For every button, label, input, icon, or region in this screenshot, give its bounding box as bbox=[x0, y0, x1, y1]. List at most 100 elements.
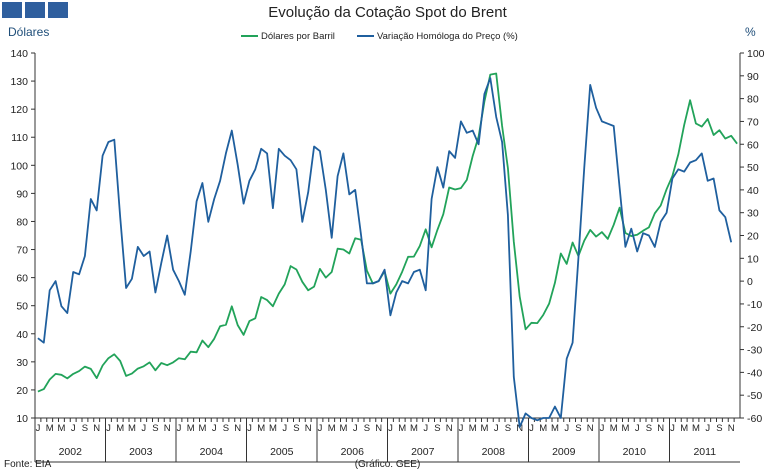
month-label: M bbox=[551, 423, 559, 434]
year-label: 2003 bbox=[129, 446, 153, 458]
month-label: S bbox=[293, 423, 299, 434]
month-label: J bbox=[36, 423, 41, 434]
month-label: J bbox=[353, 423, 358, 434]
year-label: 2009 bbox=[552, 446, 576, 458]
month-label: J bbox=[247, 423, 252, 434]
month-label: N bbox=[375, 423, 382, 434]
left-tick-label: 50 bbox=[16, 301, 28, 313]
month-label: J bbox=[423, 423, 428, 434]
month-label: M bbox=[539, 423, 547, 434]
right-axis-unit: % bbox=[745, 25, 756, 39]
month-label: M bbox=[116, 423, 124, 434]
month-label: J bbox=[388, 423, 393, 434]
month-label: N bbox=[93, 423, 100, 434]
month-label: J bbox=[282, 423, 287, 434]
month-label: S bbox=[716, 423, 722, 434]
chart-legend: Dólares por Barril Variação Homóloga do … bbox=[241, 31, 518, 42]
month-label: M bbox=[398, 423, 406, 434]
year-label: 2011 bbox=[693, 446, 716, 458]
legend-label-price: Dólares por Barril bbox=[261, 31, 335, 42]
logo-block-2 bbox=[25, 2, 45, 18]
left-tick-label: 30 bbox=[16, 357, 28, 369]
source-note: Fonte: EIA bbox=[4, 459, 52, 470]
right-tick-label: -50 bbox=[747, 390, 762, 402]
right-tick-label: 100 bbox=[747, 48, 765, 60]
right-tick-label: 80 bbox=[747, 94, 759, 106]
month-label: M bbox=[339, 423, 347, 434]
right-tick-label: 90 bbox=[747, 71, 759, 83]
right-tick-label: 60 bbox=[747, 139, 759, 151]
month-label: N bbox=[516, 423, 523, 434]
month-label: J bbox=[600, 423, 605, 434]
month-label: M bbox=[410, 423, 418, 434]
right-tick-label: 70 bbox=[747, 116, 759, 128]
right-tick-label: -40 bbox=[747, 367, 762, 379]
chart-lines bbox=[37, 72, 738, 429]
month-label: M bbox=[480, 423, 488, 434]
month-label: N bbox=[305, 423, 312, 434]
month-label: M bbox=[610, 423, 618, 434]
month-label: N bbox=[728, 423, 735, 434]
chart-title: Evolução da Cotação Spot do Brent bbox=[268, 4, 507, 21]
month-label: M bbox=[269, 423, 277, 434]
left-axis-unit: Dólares bbox=[8, 25, 50, 39]
month-label: S bbox=[505, 423, 511, 434]
year-label: 2006 bbox=[341, 446, 365, 458]
logo-block-3 bbox=[48, 2, 68, 18]
left-tick-label: 10 bbox=[16, 413, 28, 425]
month-label: M bbox=[57, 423, 65, 434]
right-tick-label: 0 bbox=[747, 276, 753, 288]
month-label: J bbox=[71, 423, 76, 434]
left-tick-label: 90 bbox=[16, 188, 28, 200]
month-label: J bbox=[494, 423, 499, 434]
month-label: J bbox=[318, 423, 323, 434]
right-tick-label: 40 bbox=[747, 185, 759, 197]
year-label: 2007 bbox=[411, 446, 435, 458]
month-label: S bbox=[82, 423, 88, 434]
right-tick-label: -30 bbox=[747, 345, 762, 357]
month-label: S bbox=[646, 423, 652, 434]
month-label: M bbox=[692, 423, 700, 434]
left-tick-label: 60 bbox=[16, 273, 28, 285]
left-tick-label: 110 bbox=[11, 132, 28, 144]
right-tick-label: 20 bbox=[747, 231, 759, 243]
month-label: J bbox=[141, 423, 146, 434]
month-label: J bbox=[564, 423, 569, 434]
month-label: M bbox=[128, 423, 136, 434]
right-tick-label: -60 bbox=[747, 413, 762, 425]
month-label: S bbox=[223, 423, 229, 434]
month-label: J bbox=[670, 423, 675, 434]
left-tick-label: 70 bbox=[16, 245, 28, 257]
month-label: M bbox=[680, 423, 688, 434]
month-label: M bbox=[328, 423, 336, 434]
logo-block-1 bbox=[2, 2, 22, 18]
left-tick-label: 80 bbox=[16, 216, 28, 228]
month-label: N bbox=[657, 423, 664, 434]
series-line-price bbox=[37, 72, 738, 393]
month-label: S bbox=[434, 423, 440, 434]
month-label: M bbox=[469, 423, 477, 434]
right-tick-label: 10 bbox=[747, 253, 759, 265]
month-label: M bbox=[257, 423, 265, 434]
left-tick-label: 140 bbox=[10, 48, 28, 60]
month-label: N bbox=[234, 423, 241, 434]
month-label: S bbox=[152, 423, 158, 434]
month-label: J bbox=[177, 423, 182, 434]
right-tick-label: -10 bbox=[747, 299, 762, 311]
month-label: N bbox=[446, 423, 453, 434]
right-tick-label: 50 bbox=[747, 162, 759, 174]
left-tick-label: 120 bbox=[10, 104, 28, 116]
month-label: J bbox=[529, 423, 534, 434]
legend-label-yoy: Variação Homóloga do Preço (%) bbox=[377, 31, 518, 42]
month-label: M bbox=[621, 423, 629, 434]
month-label: M bbox=[198, 423, 206, 434]
year-label: 2008 bbox=[482, 446, 506, 458]
month-label: M bbox=[187, 423, 195, 434]
series-line-yoy bbox=[37, 77, 733, 429]
left-tick-label: 100 bbox=[10, 160, 28, 172]
month-label: S bbox=[575, 423, 581, 434]
right-tick-label: -20 bbox=[747, 322, 762, 334]
month-label: J bbox=[212, 423, 217, 434]
right-tick-label: 30 bbox=[747, 208, 759, 220]
